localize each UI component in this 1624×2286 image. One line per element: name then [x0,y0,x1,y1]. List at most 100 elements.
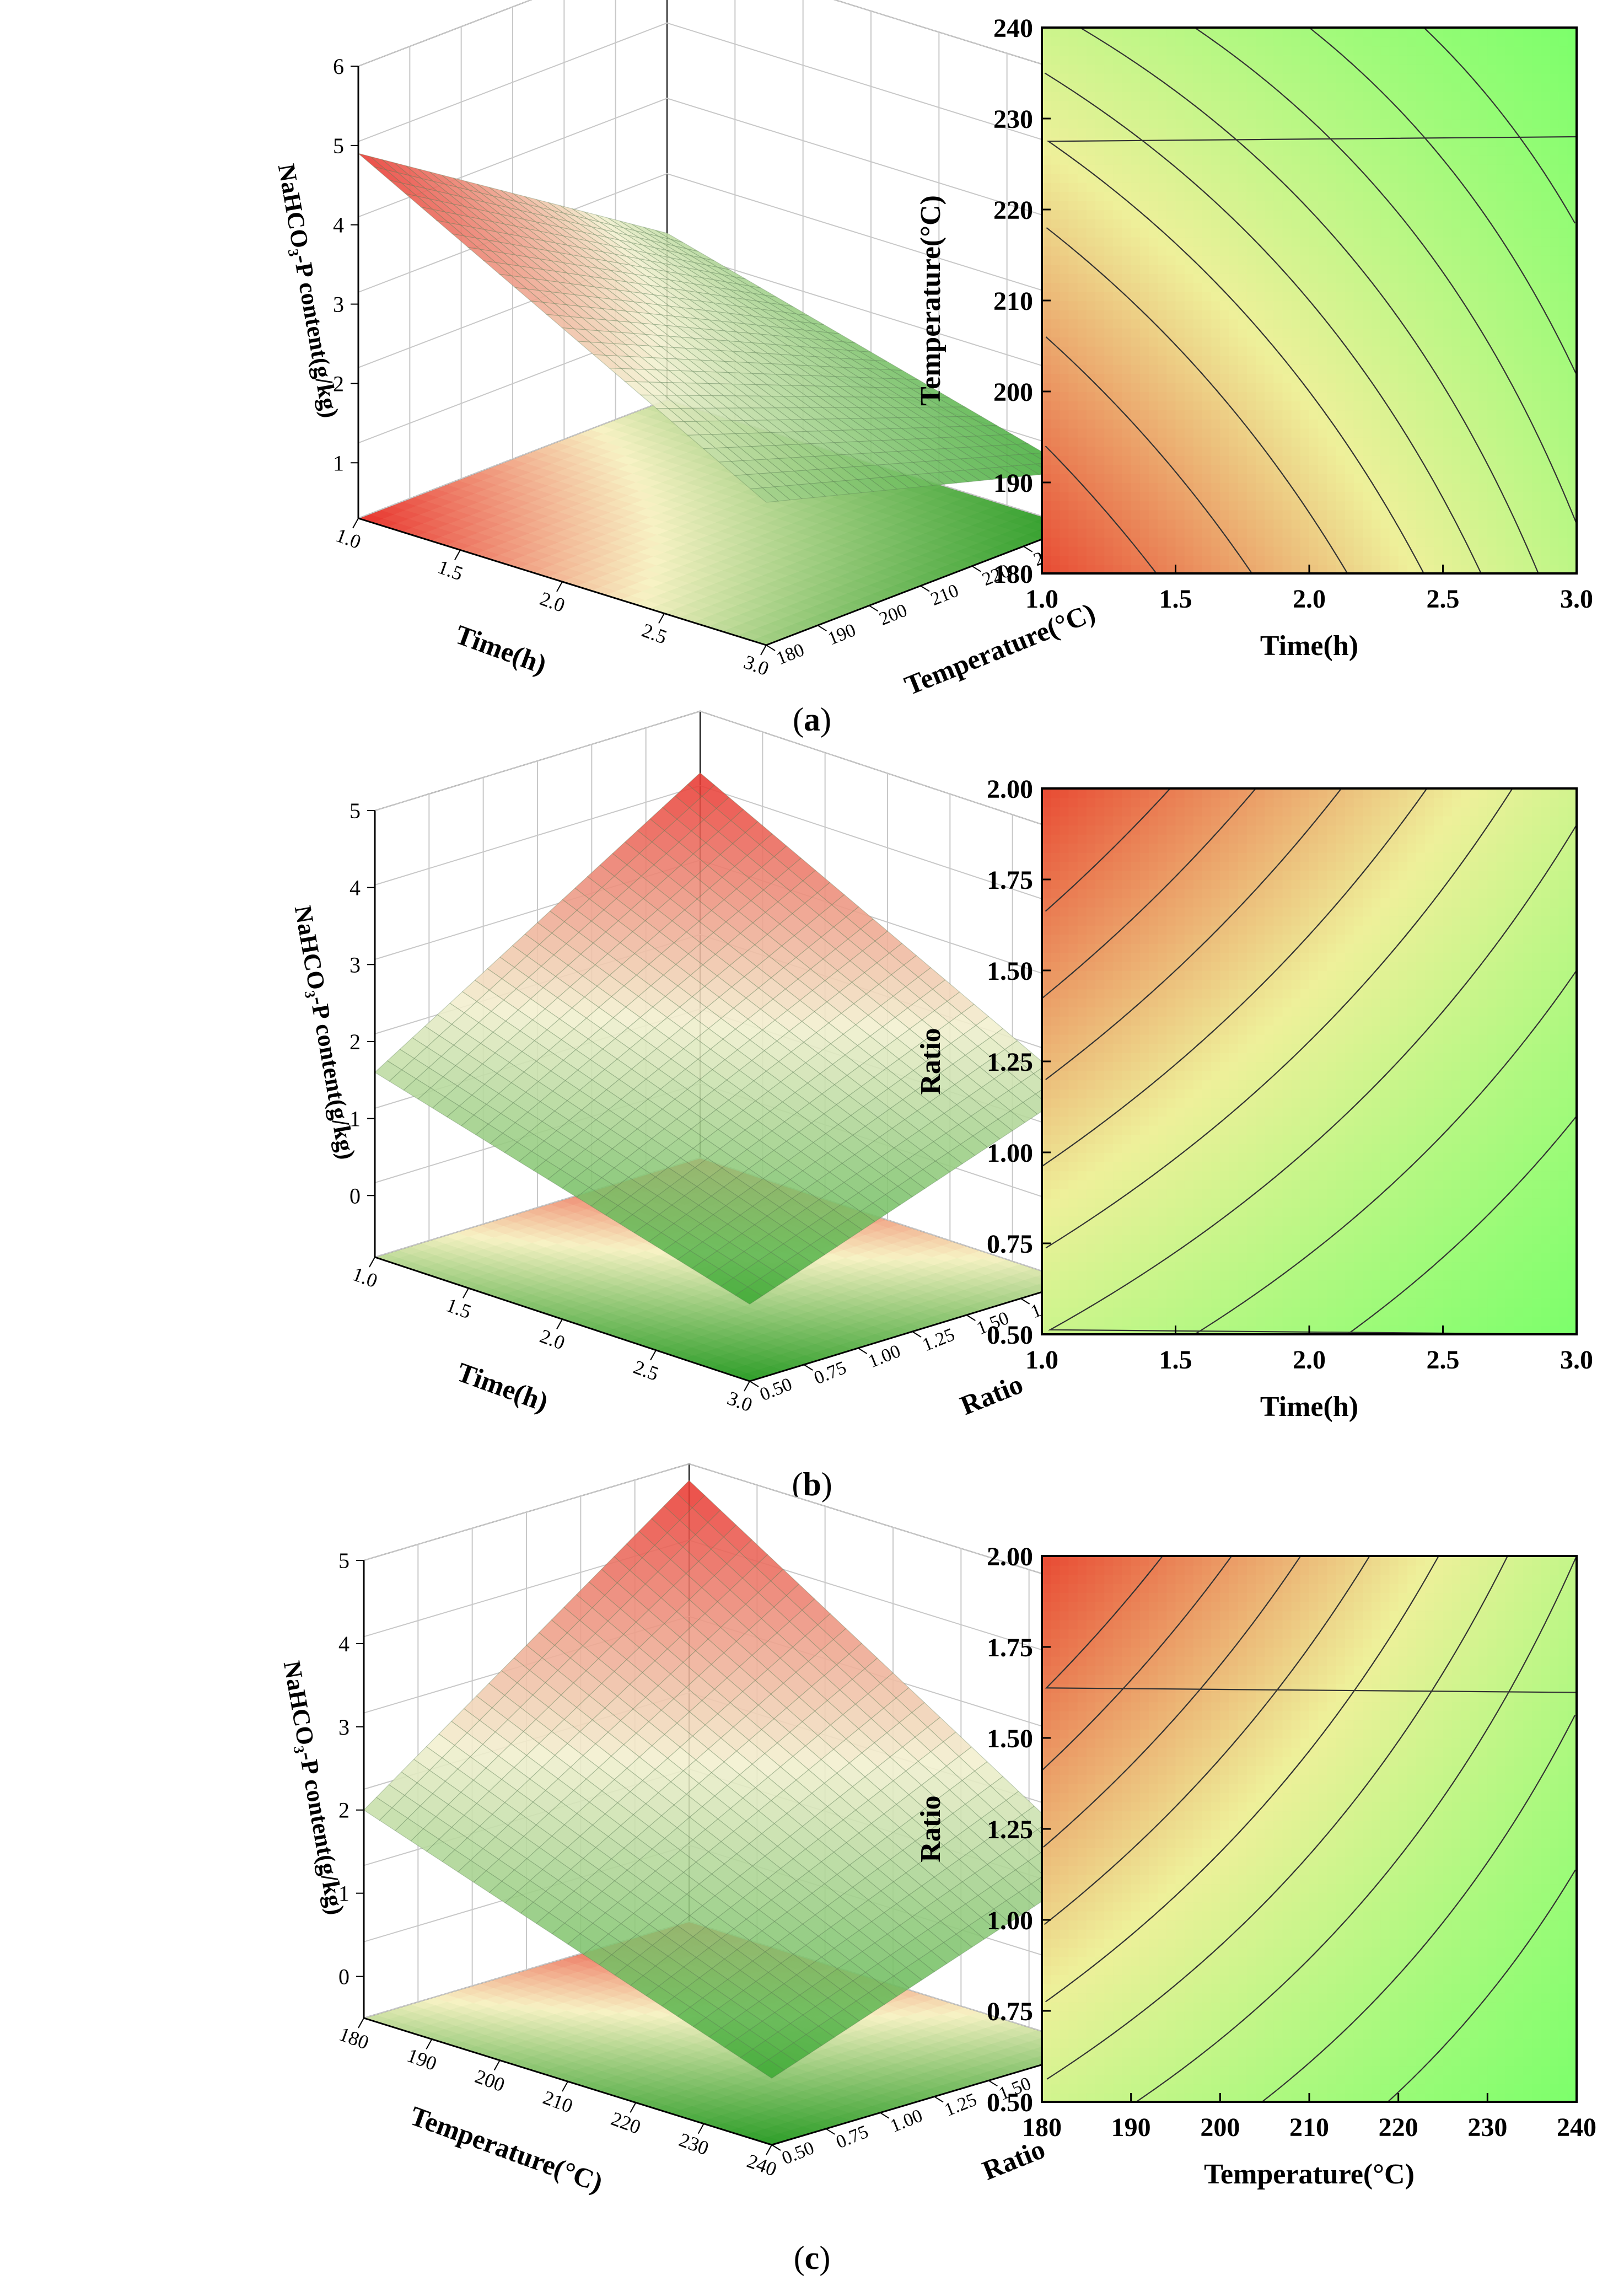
panel-a-contour-cell [1372,146,1381,156]
panel-a-contour-cell [1273,400,1283,411]
panel-a-contour-cell [1353,55,1364,65]
panel-a-contour-cell [1060,519,1069,529]
panel-a-contour-cell [1300,228,1310,238]
panel-a-contour-cell [1095,455,1105,465]
panel-a-contour-cell [1158,127,1168,138]
panel-a-contour-cell [1104,519,1114,529]
panel-a-contour-cell [1166,46,1176,56]
panel-a-contour-cell [1273,127,1283,138]
panel-a-contour-cell [1425,282,1435,292]
panel-a-contour-cell [1256,173,1266,183]
panel-a-contour-cell [1068,291,1078,302]
panel-a-contour-cell [1443,373,1453,383]
panel-a-contour-cell [1407,482,1417,492]
panel-a-contour-cell [1470,273,1480,283]
panel-a-contour-cell [1309,282,1319,292]
panel-a-contour-cell [1532,191,1542,201]
panel-a-contour-cell [1282,437,1292,447]
panel-a-contour-cell [1202,127,1212,138]
panel-a-contour-cell [1131,437,1141,447]
panel-a-contour-cell [1265,64,1275,74]
panel-a-contour-cell [1389,391,1399,401]
panel-a-contour-cell [1380,446,1390,456]
panel-a-contour-cell [1060,418,1069,429]
panel-a-contour-cell [1095,91,1105,101]
panel-a-contour-cell [1158,555,1168,565]
panel-a-contour-cell [1220,218,1230,229]
panel-a-contour-cell [1131,400,1141,411]
panel-a-contour-cell [1175,273,1185,283]
panel-a-contour-cell [1211,46,1221,56]
panel-a-contour-cell [1505,364,1515,374]
panel-a-contour-cell [1407,173,1417,183]
panel-a-contour-cell [1345,300,1355,310]
panel-a-contour-cell [1300,428,1310,438]
panel-a-contour-cell [1478,182,1488,192]
panel-a-contour-cell [1042,100,1052,110]
panel-a-contour-cell [1139,364,1150,374]
panel-a-contour-cell [1318,382,1328,393]
panel-a-contour-cell [1060,382,1069,393]
panel-a-contour-cell [1425,501,1435,511]
panel-a-contour-cell [1265,346,1275,356]
panel-a-contour-cell [1282,237,1292,247]
panel-a-contour-cell [1139,291,1150,302]
panel-a-contour-cell [1175,255,1185,265]
panel-a-contour-cell [1220,473,1230,484]
panel-a-contour-cell [1193,355,1203,365]
panel-a-contour-cell [1077,428,1088,438]
panel-a-contour-cell [1327,373,1337,383]
panel-a-contour-cell [1353,473,1364,484]
panel-a-contour-cell [1451,391,1462,401]
panel-a-contour-cell [1113,473,1123,484]
panel-a-contour-cell [1363,127,1373,138]
panel-a-contour-cell [1523,164,1533,174]
panel-a-contour-cell [1416,28,1426,37]
panel-a-contour-cell [1327,528,1337,538]
panel-a-contour-cell [1505,146,1515,156]
panel-a-contour-cell [1363,300,1373,310]
panel-a-contour-cell [1282,164,1292,174]
panel-a-contour-cell [1487,182,1497,192]
panel-a-contour-cell [1505,155,1515,165]
panel-a-contour-cell [1514,300,1524,310]
panel-a-contour-cell [1496,200,1506,211]
panel-a-contour-cell [1211,273,1221,283]
panel-a-contour-cell [1246,228,1257,238]
panel-a-contour-cell [1532,119,1542,128]
panel-a-contour-cell [1434,455,1444,465]
panel-a-contour-cell [1300,418,1310,429]
panel-a-contour-cell [1327,91,1337,101]
panel-a-contour-cell [1068,528,1078,538]
panel-a-contour-cell [1478,501,1488,511]
panel-a-contour-cell [1398,291,1408,302]
panel-a-contour-cell [1086,127,1096,138]
panel-a-contour-cell [1372,328,1381,338]
panel-a-contour-cell [1122,182,1132,192]
panel-a-contour-cell [1300,364,1310,374]
panel-a-contour-cell [1077,218,1088,229]
panel-a-contour-cell [1068,200,1078,211]
panel-a-contour-cell [1372,55,1381,65]
panel-a-contour-cell [1291,109,1302,120]
panel-a-contour-cell [1451,455,1462,465]
panel-a-contour-cell [1265,200,1275,211]
panel-a-contour-cell [1496,346,1506,356]
panel-a-contour-cell [1086,446,1096,456]
panel-a-contour-cell [1246,501,1257,511]
panel-a-contour-cell [1478,400,1488,411]
panel-a-contour-cell [1265,273,1275,283]
panel-a-contour-cell [1514,509,1524,520]
panel-a-contour-cell [1451,428,1462,438]
panel-a-contour-cell [1077,382,1088,393]
panel-a-contour-cell [1487,528,1497,538]
panel-a-contour-cell [1353,255,1364,265]
panel-a-contour-cell [1496,64,1506,74]
panel-a-contour-cell [1184,346,1195,356]
panel-a-contour-cell [1068,382,1078,393]
panel-a-contour-cell [1470,346,1480,356]
panel-a-contour-cell [1246,364,1257,374]
panel-a-contour-cell [1496,410,1506,420]
panel-a-contour-cell [1086,155,1096,165]
panel-a-contour-cell [1131,28,1141,37]
